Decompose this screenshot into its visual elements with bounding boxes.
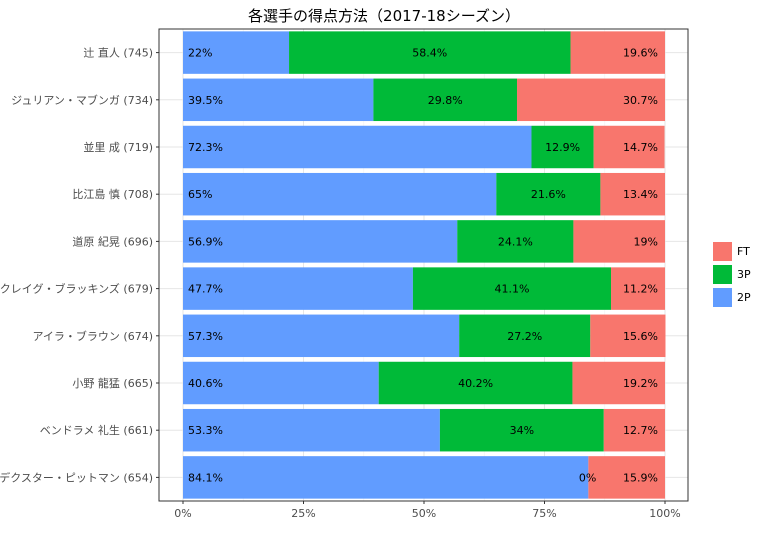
data-label-2p: 22% (188, 47, 212, 60)
y-tick-label: ベンドラメ 礼生 (661) (40, 423, 153, 437)
bar-segment-3p (496, 172, 601, 216)
bar-segment-ft (590, 314, 666, 358)
data-label-3p: 40.2% (458, 377, 493, 390)
chart-title: 各選手の得点方法（2017-18シーズン） (248, 7, 520, 25)
y-tick-label: 小野 龍猛 (665) (72, 376, 153, 390)
data-label-2p: 53.3% (188, 424, 223, 437)
data-label-3p: 34% (510, 424, 534, 437)
bar-segment-ft (573, 220, 665, 263)
bar-segment-ft (593, 125, 665, 169)
bar-segment-ft (603, 408, 665, 452)
data-label-ft: 15.6% (623, 330, 658, 343)
x-tick-label: 25% (291, 507, 315, 520)
bar-segment-2p (183, 456, 589, 499)
data-label-ft: 11.2% (623, 283, 658, 296)
data-label-2p: 57.3% (188, 330, 223, 343)
data-label-3p: 24.1% (498, 235, 533, 248)
chart-legend: FT 3P 2P (713, 240, 751, 309)
bar-segment-3p (378, 361, 573, 405)
legend-label: 2P (737, 291, 751, 304)
x-tick-label: 75% (532, 507, 556, 520)
data-label-3p: 21.6% (531, 188, 566, 201)
bar-segment-2p (183, 31, 290, 74)
data-label-2p: 84.1% (188, 471, 223, 484)
data-label-ft: 19.2% (623, 377, 658, 390)
legend-item-2p: 2P (713, 286, 751, 309)
bar-segment-3p (459, 314, 591, 358)
x-tick-label: 100% (649, 507, 680, 520)
bar-segment-ft (600, 172, 665, 216)
data-label-3p: 27.2% (507, 330, 542, 343)
y-tick-label: ジュリアン・マブンガ (734) (11, 93, 153, 107)
data-label-2p: 56.9% (188, 235, 223, 248)
bar-segment-3p (412, 267, 612, 310)
bar-segment-2p (183, 361, 379, 405)
bar-segment-3p (531, 125, 594, 169)
legend-key-3p (713, 265, 732, 284)
bar-segment-2p (183, 220, 458, 263)
bar-segment-3p (439, 408, 604, 452)
y-tick-label: 辻 直人 (745) (83, 46, 153, 60)
bar-segment-ft (588, 456, 665, 499)
bar-segment-ft (611, 267, 665, 310)
y-tick-label: デクスター・ピットマン (654) (0, 470, 153, 484)
bar-segment-2p (183, 78, 374, 122)
data-label-3p: 29.8% (428, 94, 463, 107)
bar-segment-ft (517, 78, 665, 122)
data-label-ft: 14.7% (623, 141, 658, 154)
y-tick-label: 並里 成 (719) (83, 140, 153, 154)
data-label-2p: 72.3% (188, 141, 223, 154)
data-label-ft: 12.7% (623, 424, 658, 437)
data-label-2p: 39.5% (188, 94, 223, 107)
data-label-ft: 30.7% (623, 94, 658, 107)
data-label-3p: 0% (579, 471, 596, 484)
data-label-3p: 41.1% (494, 283, 529, 296)
data-label-3p: 12.9% (545, 141, 580, 154)
bar-segment-3p (457, 220, 574, 263)
data-label-2p: 47.7% (188, 283, 223, 296)
bar-segment-3p (373, 78, 518, 122)
legend-item-ft: FT (713, 240, 751, 263)
data-label-ft: 19% (634, 235, 658, 248)
x-tick-label: 50% (412, 507, 436, 520)
bar-segment-2p (183, 125, 532, 169)
data-label-3p: 58.4% (412, 47, 447, 60)
bar-segment-ft (570, 31, 665, 74)
legend-key-2p (713, 288, 732, 307)
x-tick-label: 0% (174, 507, 191, 520)
y-tick-label: 比江島 慎 (708) (72, 187, 153, 201)
bar-segment-3p (289, 31, 571, 74)
y-tick-label: アイラ・ブラウン (674) (32, 329, 153, 343)
bar-segment-2p (183, 408, 440, 452)
y-tick-label: 道原 紀晃 (696) (72, 234, 153, 248)
bar-segment-ft (572, 361, 665, 405)
y-tick-label: クレイグ・ブラッキンズ (679) (0, 282, 153, 296)
data-label-ft: 13.4% (623, 188, 658, 201)
legend-item-3p: 3P (713, 263, 751, 286)
bar-segment-2p (183, 267, 413, 310)
data-label-ft: 15.9% (623, 471, 658, 484)
legend-label: 3P (737, 268, 751, 281)
bar-segment-2p (183, 172, 497, 216)
legend-key-ft (713, 242, 732, 261)
data-label-2p: 40.6% (188, 377, 223, 390)
legend-label: FT (737, 245, 750, 258)
data-label-2p: 65% (188, 188, 212, 201)
bar-segment-2p (183, 314, 460, 358)
data-label-ft: 19.6% (623, 47, 658, 60)
